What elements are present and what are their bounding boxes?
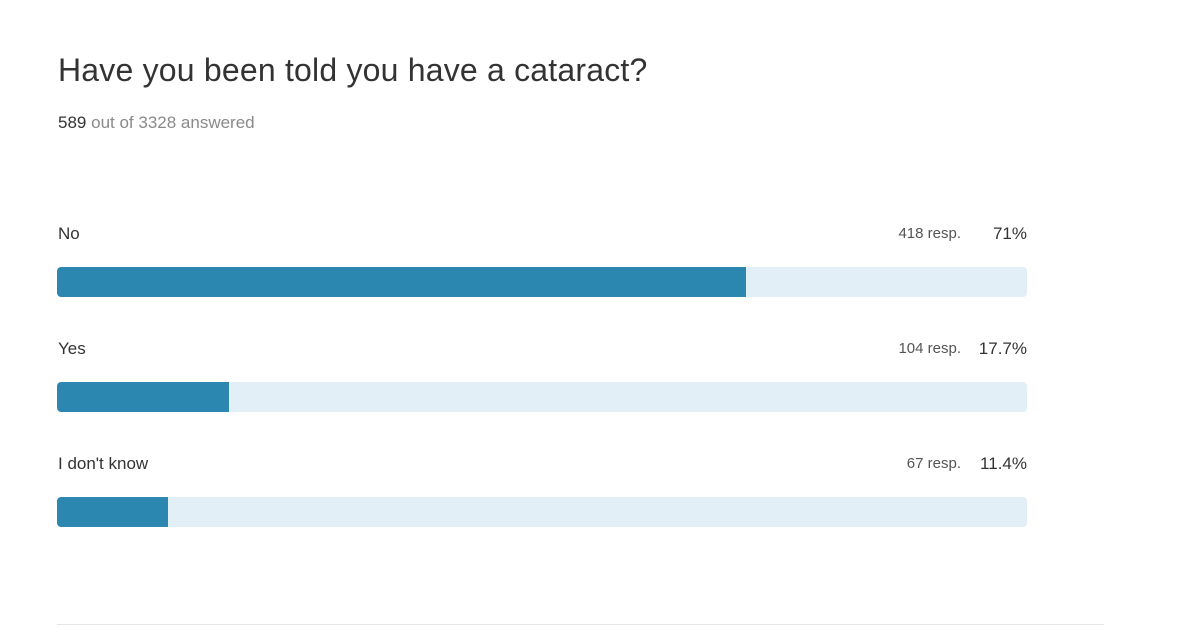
bar-track [57, 267, 1027, 297]
section-divider [57, 624, 1104, 625]
answered-total: out of 3328 answered [91, 113, 255, 132]
question-title: Have you been told you have a cataract? [58, 52, 648, 88]
response-count: 104 resp. [898, 340, 961, 357]
percentage-label: 17.7% [978, 339, 1027, 358]
answered-count: 589 [58, 113, 87, 132]
option-label: Yes [58, 339, 86, 358]
bar-track [57, 382, 1027, 412]
percentage-label: 11.4% [980, 454, 1027, 473]
results-chart: No 418 resp. 71% Yes 104 resp. 17.7% I d… [57, 222, 1029, 567]
result-row-dont-know: I don't know 67 resp. 11.4% [57, 452, 1029, 567]
answered-summary: 589 out of 3328 answered [58, 113, 255, 133]
result-row-no: No 418 resp. 71% [57, 222, 1029, 337]
response-count: 67 resp. [906, 455, 961, 472]
result-row-yes: Yes 104 resp. 17.7% [57, 337, 1029, 452]
bar-fill [57, 267, 746, 297]
percentage-label: 71% [992, 224, 1027, 243]
bar-fill [57, 497, 168, 527]
bar-fill [57, 382, 229, 412]
option-label: No [58, 224, 80, 243]
response-count: 418 resp. [898, 225, 961, 242]
bar-track [57, 497, 1027, 527]
option-label: I don't know [58, 454, 149, 473]
